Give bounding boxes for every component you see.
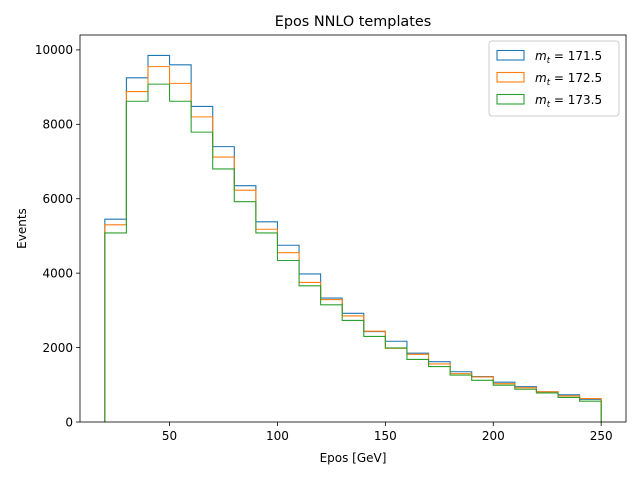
histogram-series-3 bbox=[104, 83, 602, 422]
legend-swatch bbox=[496, 49, 525, 61]
x-axis-ticks: 50 100 150 200 250 bbox=[162, 422, 613, 443]
y-tick-label: 0 bbox=[65, 415, 73, 429]
legend-swatch bbox=[496, 71, 525, 83]
plot-frame bbox=[79, 34, 627, 423]
x-tick-label: 200 bbox=[482, 429, 505, 443]
axes-layer bbox=[79, 34, 627, 423]
y-tick-label: 6000 bbox=[42, 192, 73, 206]
chart-title: Epos NNLO templates bbox=[275, 14, 432, 30]
y-axis-label: Events bbox=[15, 208, 29, 249]
histogram-series-1 bbox=[104, 54, 602, 422]
y-axis-ticks: 0 2000 4000 6000 8000 10000 bbox=[35, 43, 80, 429]
x-tick-label: 50 bbox=[162, 429, 177, 443]
y-tick-label: 8000 bbox=[42, 118, 73, 132]
histogram-series-2 bbox=[104, 66, 602, 422]
x-tick-label: 100 bbox=[266, 429, 289, 443]
y-tick-label: 10000 bbox=[35, 43, 73, 57]
legend-label: mt = 173.5 bbox=[535, 93, 602, 110]
legend-swatch bbox=[496, 93, 525, 105]
legend-label: mt = 172.5 bbox=[535, 71, 602, 88]
x-axis-label: Epos [GeV] bbox=[320, 451, 387, 465]
x-tick-label: 150 bbox=[374, 429, 397, 443]
series-layer bbox=[104, 54, 602, 422]
y-tick-label: 4000 bbox=[42, 266, 73, 280]
x-tick-label: 250 bbox=[590, 429, 613, 443]
legend-label: mt = 171.5 bbox=[535, 49, 602, 66]
y-tick-label: 2000 bbox=[42, 341, 73, 355]
legend: mt = 171.5 mt = 172.5 mt = 173.5 bbox=[488, 40, 620, 117]
